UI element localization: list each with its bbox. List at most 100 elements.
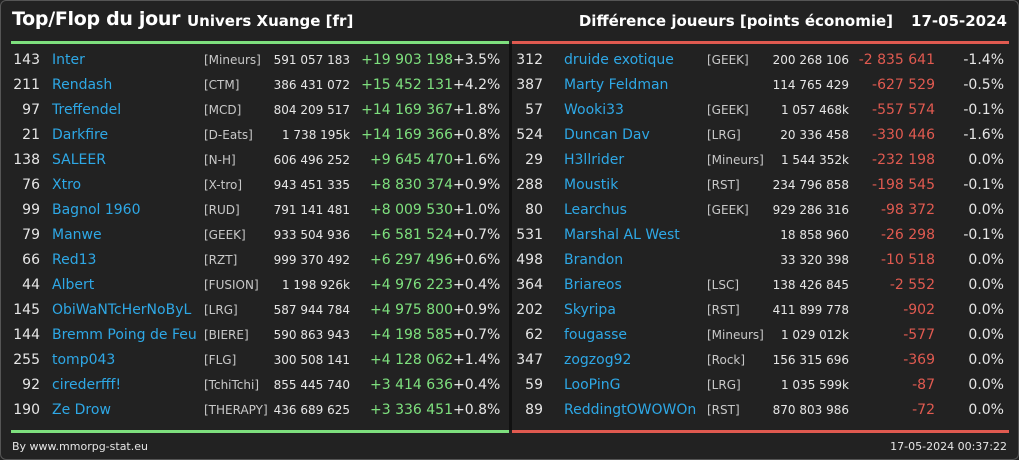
player-points: 20 336 458 bbox=[780, 128, 849, 142]
player-rank: 387 bbox=[516, 77, 543, 93]
player-name-link[interactable]: fougasse bbox=[564, 327, 628, 343]
percent-change: +0.9% bbox=[453, 177, 501, 193]
player-name-link[interactable]: SALEER bbox=[52, 152, 106, 168]
percent-change: -1.6% bbox=[963, 127, 1004, 143]
top-row: 144 Bremm Poing de Feu [BIERE] 590 863 943 +… bbox=[11, 323, 509, 348]
player-rank: 89 bbox=[525, 402, 543, 418]
player-name-link[interactable]: Manwe bbox=[52, 227, 102, 243]
report-date: 17-05-2024 bbox=[911, 12, 1007, 30]
player-name-link[interactable]: cirederfff! bbox=[52, 377, 122, 393]
guild-tag: [LRG] bbox=[707, 128, 741, 142]
player-name-link[interactable]: Skyripa bbox=[564, 302, 616, 318]
guild-tag: [GEEK] bbox=[707, 53, 749, 67]
flop-row: 531 Marshal AL West 18 858 960 -26 298 -0.1% bbox=[512, 223, 1009, 248]
player-name-link[interactable]: Briareos bbox=[564, 277, 622, 293]
player-rank: 211 bbox=[13, 77, 40, 93]
player-name-link[interactable]: Brandon bbox=[564, 252, 624, 268]
player-name-link[interactable]: zogzog92 bbox=[564, 352, 632, 368]
player-name-link[interactable]: druide exotique bbox=[564, 52, 674, 68]
player-points: 1 198 926k bbox=[281, 278, 350, 292]
player-name-link[interactable]: Bremm Poing de Feu bbox=[52, 327, 197, 343]
player-points: 114 765 429 bbox=[772, 78, 849, 92]
player-name-link[interactable]: Duncan Dav bbox=[564, 127, 650, 143]
guild-tag: [MCD] bbox=[204, 103, 242, 117]
player-name-link[interactable]: Learchus bbox=[564, 202, 627, 218]
flop-row: 57 Wooki33 [GEEK] 1 057 468k -557 574 -0.1% bbox=[512, 98, 1009, 123]
player-points: 791 141 481 bbox=[273, 203, 350, 217]
player-rank: 79 bbox=[22, 227, 40, 243]
flop-row: 202 Skyripa [RST] 411 899 778 -902 0.0% bbox=[512, 298, 1009, 323]
metric-label: Différence joueurs [points économie] bbox=[578, 12, 894, 30]
player-name-link[interactable]: Xtro bbox=[52, 177, 82, 193]
player-points: 33 320 398 bbox=[780, 253, 849, 267]
player-rank: 145 bbox=[13, 302, 40, 318]
panel-divider bbox=[509, 44, 512, 430]
guild-tag: [RZT] bbox=[204, 253, 238, 267]
flop-players-panel: 312 druide exotique [GEEK] 200 268 106 -2 83… bbox=[512, 41, 1009, 433]
percent-change: 0.0% bbox=[968, 152, 1004, 168]
player-name-link[interactable]: Red13 bbox=[52, 252, 97, 268]
points-difference: -98 372 bbox=[880, 202, 935, 218]
player-name-link[interactable]: Albert bbox=[52, 277, 95, 293]
player-rank: 288 bbox=[516, 177, 543, 193]
player-name-link[interactable]: Darkfire bbox=[52, 127, 109, 143]
points-difference: -627 529 bbox=[872, 77, 935, 93]
flop-row: 89 ReddingtOWOWOn [RST] 870 803 986 -72 0.0% bbox=[512, 398, 1009, 423]
points-difference: -902 bbox=[903, 302, 935, 318]
player-name-link[interactable]: Rendash bbox=[52, 77, 113, 93]
flop-row: 387 Marty Feldman 114 765 429 -627 529 -0.5% bbox=[512, 73, 1009, 98]
flop-row: 364 Briareos [LSC] 138 426 845 -2 552 0.0% bbox=[512, 273, 1009, 298]
guild-tag: [Mineurs] bbox=[707, 328, 764, 342]
points-difference: +4 976 223 bbox=[370, 277, 453, 293]
top-row: 145 ObiWaNTcHerNoByL [LRG] 587 944 784 +4 97… bbox=[11, 298, 509, 323]
player-points: 1 738 195k bbox=[281, 128, 350, 142]
points-difference: +15 452 131 bbox=[361, 77, 453, 93]
points-difference: +6 297 496 bbox=[370, 252, 453, 268]
points-difference: -2 552 bbox=[889, 277, 935, 293]
source-credit: By www.mmorpg-stat.eu bbox=[12, 440, 148, 453]
player-rank: 364 bbox=[516, 277, 543, 293]
player-points: 1 544 352k bbox=[780, 153, 849, 167]
percent-change: +1.0% bbox=[453, 202, 501, 218]
percent-change: 0.0% bbox=[968, 352, 1004, 368]
player-name-link[interactable]: H3llrider bbox=[564, 152, 625, 168]
percent-change: 0.0% bbox=[968, 402, 1004, 418]
player-name-link[interactable]: ReddingtOWOWOn bbox=[564, 402, 697, 418]
top-row: 190 Ze Drow [THERAPY] 436 689 625 +3 336 451… bbox=[11, 398, 509, 423]
points-difference: -26 298 bbox=[880, 227, 935, 243]
player-points: 606 496 252 bbox=[273, 153, 350, 167]
guild-tag: [RST] bbox=[707, 303, 740, 317]
percent-change: -0.5% bbox=[963, 77, 1004, 93]
player-rank: 80 bbox=[525, 202, 543, 218]
player-name-link[interactable]: Treffendel bbox=[52, 102, 122, 118]
player-name-link[interactable]: ObiWaNTcHerNoByL bbox=[52, 302, 192, 318]
player-name-link[interactable]: Inter bbox=[52, 52, 85, 68]
player-name-link[interactable]: Wooki33 bbox=[564, 102, 624, 118]
player-points: 855 445 740 bbox=[273, 378, 350, 392]
player-name-link[interactable]: tomp043 bbox=[52, 352, 116, 368]
player-rank: 29 bbox=[525, 152, 543, 168]
header-right: Différence joueurs [points économie] 17-… bbox=[579, 12, 1007, 30]
points-difference: -72 bbox=[912, 402, 935, 418]
player-name-link[interactable]: Marty Feldman bbox=[564, 77, 669, 93]
points-difference: -577 bbox=[903, 327, 935, 343]
top-row: 99 Bagnol 1960 [RUD] 791 141 481 +8 009 530 +… bbox=[11, 198, 509, 223]
player-rank: 255 bbox=[13, 352, 40, 368]
flop-row: 347 zogzog92 [Rock] 156 315 696 -369 0.0% bbox=[512, 348, 1009, 373]
player-name-link[interactable]: LooPinG bbox=[564, 377, 621, 393]
player-points: 591 057 183 bbox=[273, 53, 350, 67]
percent-change: -0.1% bbox=[963, 102, 1004, 118]
player-name-link[interactable]: Bagnol 1960 bbox=[52, 202, 141, 218]
player-rank: 57 bbox=[525, 102, 543, 118]
player-rank: 76 bbox=[22, 177, 40, 193]
player-points: 999 370 492 bbox=[273, 253, 350, 267]
player-points: 587 944 784 bbox=[273, 303, 350, 317]
guild-tag: [TchiTchi] bbox=[204, 378, 260, 392]
player-name-link[interactable]: Moustik bbox=[564, 177, 619, 193]
player-rank: 312 bbox=[516, 52, 543, 68]
player-rank: 59 bbox=[525, 377, 543, 393]
player-name-link[interactable]: Marshal AL West bbox=[564, 227, 680, 243]
top-row: 79 Manwe [GEEK] 933 504 936 +6 581 524 +0.7% bbox=[11, 223, 509, 248]
player-points: 436 689 625 bbox=[273, 403, 350, 417]
player-name-link[interactable]: Ze Drow bbox=[52, 402, 111, 418]
